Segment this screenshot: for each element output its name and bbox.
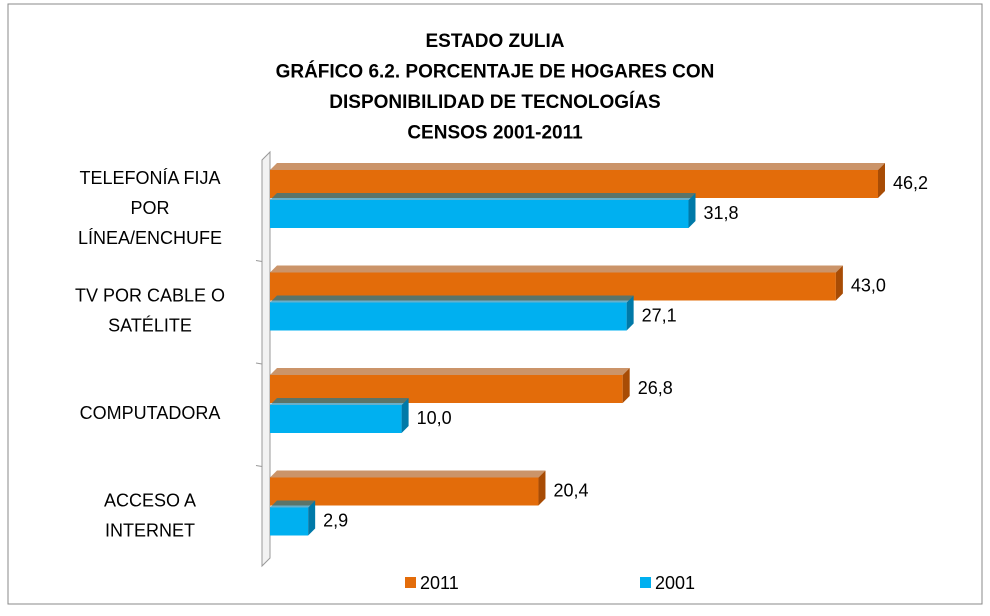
bar-side [622,368,630,403]
bar-side [401,398,409,433]
data-label: 20,4 [553,480,588,500]
bar-side [688,193,696,228]
y-tick-label: ACCESO A [104,491,196,511]
bar-side [538,470,546,506]
bar-side [626,295,634,331]
bar-side [835,265,843,301]
chart-title: CENSOS 2001-2011 [407,123,583,144]
chart-title: DISPONIBILIDAD DE TECNOLOGÍAS [329,91,660,113]
bar-side [308,500,316,536]
legend-swatch [405,577,416,588]
data-label: 10,0 [417,408,452,428]
data-label: 2,9 [323,510,348,530]
category-separator [255,260,263,262]
legend-label: 2011 [420,573,459,593]
y-tick-label: LÍNEA/ENCHUFE [78,228,222,248]
bar-top [270,295,634,303]
bar-top [270,163,885,170]
data-label: 27,1 [642,305,677,325]
category-separator [255,465,263,467]
bar-top [270,500,316,508]
bar-top [270,398,409,405]
y-tick-label: COMPUTADORA [80,403,221,423]
bar-top [270,470,546,478]
bar [270,302,627,331]
legend-swatch [640,577,651,588]
y-tick-label: TELEFONÍA FIJA [79,168,220,188]
data-label: 31,8 [703,203,738,223]
bar-top [270,193,696,200]
category-separator [255,362,263,365]
chart-title: GRÁFICO 6.2. PORCENTAJE DE HOGARES CON [276,61,715,83]
axis-wall [261,150,271,568]
chart-title: ESTADO ZULIA [426,31,565,52]
bar-top [270,368,630,375]
y-tick-label: POR [130,198,169,218]
y-tick-label: INTERNET [105,521,195,541]
data-label: 26,8 [638,378,673,398]
data-label: 46,2 [893,173,928,193]
legend-label: 2001 [655,573,695,593]
bar-top [270,265,843,273]
bar [270,507,309,536]
y-tick-label: SATÉLITE [108,316,192,336]
data-label: 43,0 [851,275,886,295]
y-tick-label: TV POR CABLE O [75,286,225,306]
bar [270,405,402,433]
bar [270,200,689,228]
bar-side [877,163,885,198]
